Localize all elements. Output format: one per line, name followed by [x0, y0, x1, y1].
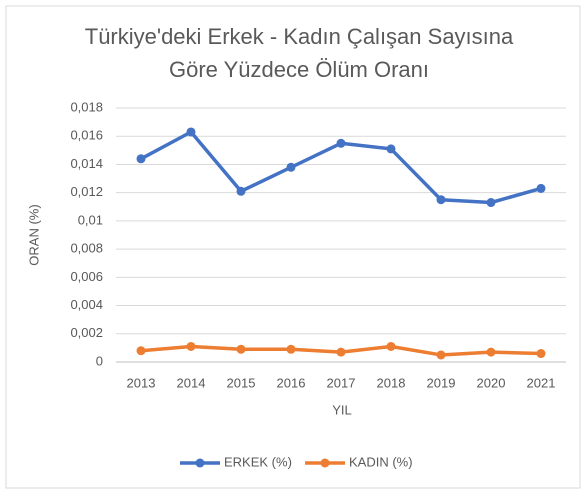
data-point: [436, 195, 446, 205]
y-tick-label: 0,002: [70, 325, 103, 340]
x-tick-label: 2014: [177, 375, 206, 390]
y-tick-label: 0,008: [70, 241, 103, 256]
data-point: [486, 198, 496, 208]
chart-title: Türkiye'deki Erkek - Kadın Çalışan Sayıs…: [84, 24, 514, 82]
x-tick-label: 2019: [427, 375, 456, 390]
x-tick-label: 2017: [327, 375, 356, 390]
x-tick-label: 2013: [127, 375, 156, 390]
y-tick-label: 0,006: [70, 269, 103, 284]
x-tick-label: 2021: [527, 375, 556, 390]
legend-label: KADIN (%): [349, 454, 413, 469]
data-point: [536, 183, 546, 193]
y-tick-label: 0,01: [78, 212, 103, 227]
y-tick-label: 0,012: [70, 184, 103, 199]
y-tick-label: 0,016: [70, 128, 103, 143]
data-point: [286, 162, 296, 172]
y-axis-label: ORAN (%): [26, 204, 41, 265]
y-tick-label: 0,014: [70, 156, 103, 171]
x-tick-label: 2020: [477, 375, 506, 390]
y-tick-label: 0: [96, 353, 103, 368]
data-point: [336, 138, 346, 148]
data-point: [136, 154, 146, 164]
data-point: [236, 344, 246, 354]
data-point: [236, 186, 246, 196]
y-tick-label: 0,018: [70, 99, 103, 114]
x-axis-label: YIL: [332, 402, 352, 417]
x-tick-label: 2018: [377, 375, 406, 390]
legend-marker: [195, 458, 205, 468]
y-tick-label: 0,004: [70, 297, 103, 312]
data-point: [436, 350, 446, 360]
legend-label: ERKEK (%): [224, 454, 292, 469]
legend-marker: [320, 458, 330, 468]
data-point: [536, 349, 546, 359]
data-point: [286, 344, 296, 354]
data-point: [136, 346, 146, 356]
chart-border: [5, 5, 581, 489]
data-point: [386, 341, 396, 351]
data-point: [186, 127, 196, 137]
data-point: [486, 347, 496, 357]
data-point: [336, 347, 346, 357]
x-tick-label: 2015: [227, 375, 256, 390]
data-point: [186, 341, 196, 351]
x-tick-label: 2016: [277, 375, 306, 390]
data-point: [386, 144, 396, 154]
